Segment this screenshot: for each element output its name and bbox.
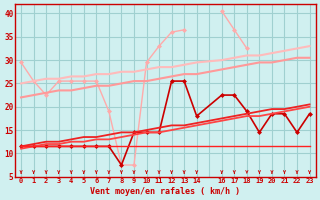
X-axis label: Vent moyen/en rafales ( km/h ): Vent moyen/en rafales ( km/h ) bbox=[90, 187, 240, 196]
